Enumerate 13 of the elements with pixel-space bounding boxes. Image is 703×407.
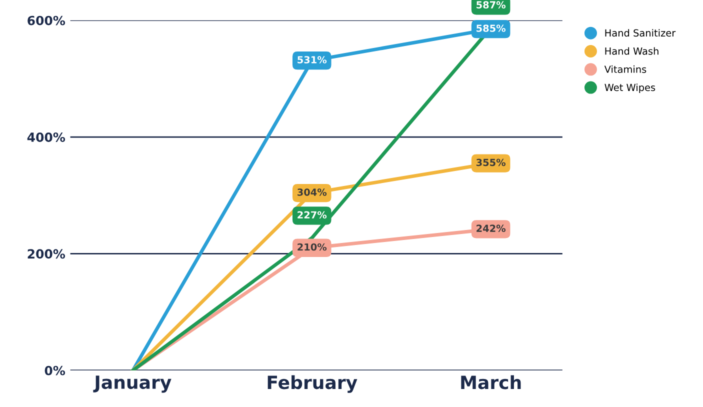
x-tick-label: February	[268, 375, 358, 393]
data-label: 227%	[298, 211, 327, 219]
y-tick-label: 200%	[28, 249, 66, 259]
x-tick-label: January	[93, 376, 172, 393]
y-tick-label: 400%	[27, 132, 66, 142]
x-tick-label: March	[461, 375, 521, 390]
legend-label: Hand Wash	[605, 47, 658, 55]
y-tick-label: 600%	[28, 16, 66, 26]
data-label: 587%	[476, 1, 506, 9]
legend-label: Hand Sanitizer	[605, 29, 676, 37]
legend-label: Vitamins	[604, 65, 646, 73]
y-tick-label: 0%	[44, 366, 66, 376]
legend-label: Wet Wipes	[604, 84, 656, 93]
